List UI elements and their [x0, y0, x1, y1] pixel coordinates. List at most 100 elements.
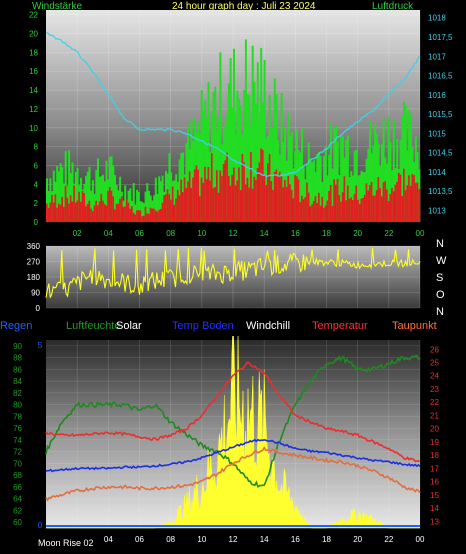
wind-avg-bar	[139, 210, 142, 222]
wind-gust-bar	[141, 201, 144, 222]
wind-gust-bar	[68, 150, 71, 222]
wind-avg-bar	[182, 192, 184, 222]
wind-avg-bar	[137, 210, 140, 222]
wind-gust-bar	[404, 105, 407, 222]
y-tick-label: 22	[29, 11, 38, 20]
wind-gust-bar	[227, 83, 230, 223]
wind-avg-bar	[226, 152, 229, 222]
wind-avg-bar	[214, 186, 217, 222]
x-tick-label: 12	[229, 535, 238, 544]
y2-tick-label: 1017	[428, 52, 446, 61]
wind-avg-bar	[272, 189, 275, 222]
wind-avg-bar	[148, 213, 150, 222]
wind-gust-bar	[290, 132, 293, 222]
wind-gust-bar	[353, 150, 356, 222]
wind-avg-bar	[63, 206, 65, 222]
wind-gust-bar	[238, 98, 241, 222]
wind-gust-bar	[335, 125, 337, 222]
y-tick-label: 180	[27, 273, 41, 282]
x-tick-label: 16	[291, 535, 300, 544]
wind-gust-bar	[156, 193, 159, 222]
wind-avg-bar	[83, 193, 86, 222]
x-tick-label: 14	[260, 535, 269, 544]
x-tick-label: 04	[104, 229, 113, 238]
humidity-tick-label: 90	[13, 342, 22, 351]
wind-gust-bar	[243, 89, 246, 222]
wind-avg-bar	[418, 189, 421, 222]
legend-temperatur: Temperatur	[312, 320, 368, 332]
y-tick-label: 90	[31, 289, 40, 298]
wind-gust-bar	[144, 191, 147, 222]
wind-avg-bar	[124, 206, 127, 222]
y-tick-label: 2	[34, 199, 39, 208]
wind-gust-bar	[340, 136, 343, 222]
humidity-tick-label: 72	[13, 448, 22, 457]
temp-tick-label: 26	[430, 345, 439, 354]
wind-avg-bar	[409, 185, 412, 222]
x-tick-label: 22	[384, 535, 393, 544]
wind-gust-bar	[59, 163, 62, 222]
wind-gust-bar	[312, 160, 315, 222]
wind-avg-bar	[66, 197, 69, 222]
wind-avg-bar	[241, 154, 244, 222]
wind-avg-bar	[304, 197, 307, 222]
wind-avg-bar	[301, 195, 303, 222]
wind-avg-bar	[207, 166, 210, 222]
x-tick-label: 10	[197, 229, 206, 238]
wind-avg-bar	[341, 192, 344, 222]
pressure-line	[45, 32, 421, 178]
wind-avg-bar	[331, 205, 334, 222]
temp-boden-line	[45, 438, 421, 473]
wind-avg-bar	[336, 178, 339, 222]
wind-gust-bar	[380, 144, 383, 222]
wind-gust-bar	[76, 167, 79, 222]
wind-avg-bar	[375, 190, 378, 222]
wind-avg-bar	[406, 185, 409, 222]
wind-gust-bar	[132, 183, 135, 222]
wind-gust-bar	[71, 162, 74, 222]
wind-gust-bar	[229, 58, 232, 222]
wind-gust-bar	[47, 191, 50, 222]
wind-avg-bar	[367, 190, 370, 222]
wind-gust-bar	[318, 151, 320, 222]
wind-avg-bar	[243, 162, 246, 222]
y-tick-label: 0	[34, 218, 39, 227]
x-tick-label: 20	[353, 229, 362, 238]
wind-gust-bar	[265, 138, 268, 222]
wind-avg-bar	[163, 195, 166, 222]
temp-tick-label: 19	[430, 438, 439, 447]
wind-avg-bar	[114, 209, 116, 222]
wind-gust-bar	[170, 172, 173, 222]
y2-tick-label: 1015,5	[428, 110, 453, 119]
wind-avg-bar	[112, 196, 115, 222]
wind-avg-bar	[176, 190, 179, 222]
wind-gust-bar	[352, 175, 354, 222]
wind-avg-bar	[165, 194, 167, 222]
wind-avg-bar	[324, 205, 327, 222]
wind-avg-bar	[64, 185, 67, 222]
x-tick-label: 16	[291, 229, 300, 238]
wind-avg-bar	[224, 160, 227, 222]
wind-avg-bar	[394, 184, 397, 222]
wind-avg-bar	[107, 190, 110, 222]
wind-gust-bar	[129, 188, 132, 222]
wind-avg-bar	[136, 210, 139, 222]
wind-gust-bar	[159, 181, 162, 222]
temp-tick-label: 21	[430, 411, 439, 420]
wind-avg-bar	[185, 188, 188, 222]
wind-avg-bar	[384, 181, 387, 222]
wind-avg-bar	[253, 176, 256, 222]
wind-avg-bar	[154, 210, 157, 222]
wind-gust-bar	[88, 166, 91, 222]
temp-tick-label: 16	[430, 478, 439, 487]
wind-avg-bar	[188, 171, 191, 222]
temp-tick-label: 20	[430, 425, 439, 434]
rain-tick-label: 0	[38, 521, 43, 530]
compass-letter: W	[436, 255, 447, 267]
wind-gust-bar	[63, 183, 65, 222]
wind-gust-bar	[154, 177, 157, 222]
wind-gust-bar	[90, 190, 93, 222]
wind-avg-bar	[56, 207, 59, 222]
wind-avg-bar	[338, 195, 341, 222]
wind-gust-bar	[86, 171, 89, 222]
